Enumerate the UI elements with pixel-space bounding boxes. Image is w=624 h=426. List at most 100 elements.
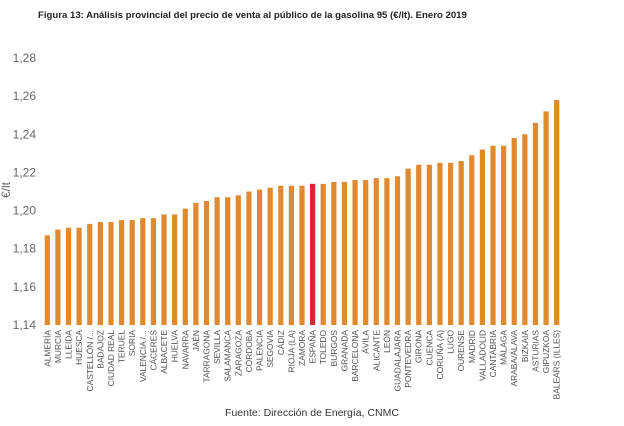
bar-valencia- [140,218,146,325]
x-tick-label: SORIA [127,330,137,356]
bar-guadalajara [394,176,401,325]
x-tick-label: VALENCIA /... [138,330,148,382]
x-tick-label: HUELVA [170,330,180,363]
bar-gipuzkoa [543,111,549,326]
x-tick-label: PALENCIA [255,330,265,371]
bar-segovia [267,187,273,325]
x-tick-label: ZAMORA [297,330,307,366]
bar-barcelona [352,180,358,325]
x-tick-label: BIZKAIA [520,330,530,363]
bar-navarra [182,208,188,325]
x-tick-label: HUESCA [74,330,84,365]
x-tick-label: GIRONA [414,330,424,363]
x-tick-label: MURCIA [53,330,63,363]
bar-albacete [161,214,167,325]
bar-palencia [256,189,263,325]
x-tick-label: JAÉN [191,330,201,351]
x-tick-label: ZARAGOZA [233,330,243,376]
x-tick-label: CÓRDOBA [244,330,254,373]
x-tick-label: VALLADOLID [477,330,487,381]
bar-castell-n- [87,223,93,325]
x-tick-label: CÁCERES [148,330,158,371]
bar-balears-illes- [554,99,560,325]
bar-murcia [55,229,61,325]
x-tick-label: MÁLAGA [499,330,509,365]
x-tick-label: SALAMANCA [223,330,233,382]
bar-c-ceres [150,218,157,325]
bar-tarragona [203,201,210,325]
bar-huesca [76,227,82,325]
x-tick-label: ASTURIAS [530,330,540,372]
bar-cantabria [490,145,496,325]
bar-burgos [331,181,337,325]
bar-valladolid [479,149,486,325]
x-tick-label: RIOJA (LA) [286,330,296,373]
bar-zamora [299,185,305,325]
x-tick-label: BURGOS [329,330,339,367]
bar-le-n [384,178,390,325]
y-tick-label: 1,18 [13,242,37,256]
x-tick-label: GRANADA [339,330,349,372]
x-tick-label: SEVILLA [212,330,222,364]
y-tick-label: 1,28 [13,51,37,65]
x-tick-label: GIPUZKOA [541,330,551,374]
x-tick-label: ARABA/ÁLAVA [509,330,519,387]
bar-ja-n [193,202,199,325]
bar-teruel [118,220,125,325]
y-tick-label: 1,16 [13,280,37,294]
bar-cuenca [426,164,432,325]
x-tick-label: CORUÑA (A) [435,330,445,380]
bar-c-rdoba [246,191,252,325]
bar-zaragoza [235,195,241,325]
bar-almer-a [44,235,50,325]
x-tick-label: CUENCA [424,330,434,366]
x-tick-label: PONTEVEDRA [403,330,413,388]
x-tick-label: BALEARS (ILLES) [552,330,562,400]
x-tick-label: LEÓN [382,330,392,353]
bar-asturias [532,122,539,325]
bar-alicante [373,178,379,325]
bar-lleida [65,227,72,325]
x-tick-label: TARRAGONA [201,330,211,383]
bar-lugo [447,162,454,325]
y-tick-label: 1,14 [13,318,37,332]
x-tick-label: ALBACETE [159,330,169,374]
x-tick-label: CANTABRIA [488,330,498,378]
bar--vila [363,180,369,325]
bar-coru-a-a- [437,162,443,325]
bar-sevilla [214,197,220,325]
y-tick-label: 1,24 [13,127,37,141]
bar-toledo [320,183,326,325]
y-tick-label: 1,20 [13,204,37,218]
bar-soria [129,220,135,325]
x-tick-label: LUGO [446,330,456,354]
x-tick-label: NAVARRA [180,330,190,370]
x-tick-label: CASTELLÓN /... [85,330,95,391]
y-axis-label: €/lt [0,181,13,198]
bar-salamanca [225,197,231,325]
x-tick-label: BADAJOZ [95,330,105,369]
chart-source: Fuente: Dirección de Energía, CNMC [225,407,399,419]
x-tick-label: GUADALAJARA [393,330,403,392]
x-tick-label: SEGOVIA [265,330,275,368]
x-tick-label: TERUEL [117,330,127,363]
x-tick-label: CÁDIZ [276,330,286,355]
bar-badajoz [97,222,103,325]
x-tick-label: ÁVILA [361,330,371,354]
x-tick-label: ALMERÍA [42,330,52,367]
x-tick-label: MADRID [467,330,477,363]
bar-bizkaia [522,134,528,325]
bar-espa-a [310,183,316,325]
bar-c-diz [278,185,284,325]
bar-granada [341,181,348,325]
x-tick-label: ALICANTE [371,330,381,371]
bar-m-laga [501,145,507,325]
x-tick-label: CIUDAD REAL [106,330,116,387]
bar-araba-lava [511,138,517,325]
bar-ourense [458,160,464,325]
x-tick-label: LLEIDA [64,330,74,359]
chart-title: Figura 13: Análisis provincial del preci… [38,10,467,21]
bar-pontevedra [405,168,411,325]
bar-huelva [172,214,178,325]
